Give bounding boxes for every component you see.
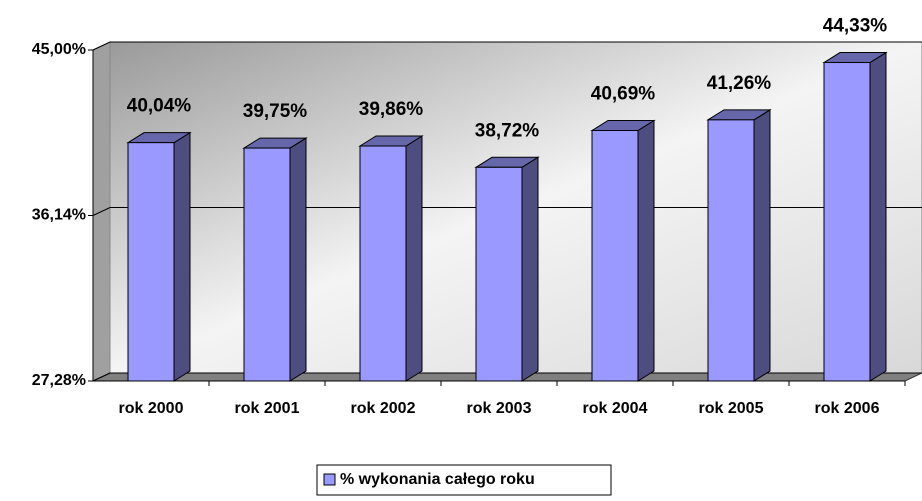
bar	[823, 62, 871, 382]
value-label: 39,86%	[359, 99, 424, 120]
x-tick-label: rok 2001	[235, 400, 300, 417]
bar-side	[289, 137, 307, 382]
value-label: 40,04%	[127, 96, 192, 117]
grid-line	[92, 41, 922, 51]
y-tick-label: 27,28%	[32, 372, 86, 389]
bar-side	[173, 131, 191, 382]
bar	[475, 166, 523, 382]
x-tick-label: rok 2004	[583, 400, 648, 417]
y-tick-label: 45,00%	[32, 41, 86, 58]
legend	[316, 464, 612, 496]
legend-label: % wykonania całego roku	[340, 471, 535, 488]
x-tick-label: rok 2000	[119, 400, 184, 417]
legend-swatch	[323, 473, 336, 486]
x-tick-label: rok 2003	[467, 400, 532, 417]
x-tick-label: rok 2006	[815, 400, 880, 417]
bar-side	[521, 156, 539, 382]
value-label: 41,26%	[707, 73, 772, 94]
value-label: 38,72%	[475, 120, 540, 141]
x-tick-label: rok 2002	[351, 400, 416, 417]
value-label: 39,75%	[243, 101, 308, 122]
bar-side	[637, 119, 655, 382]
bar	[127, 142, 175, 382]
bar-side	[869, 51, 887, 382]
plot-area: 27,28% 36,14% 45,00% 40,04% rok 2000 39,75% ro…	[32, 16, 922, 417]
x-tick-label: rok 2005	[699, 400, 764, 417]
bar	[243, 147, 291, 382]
y-tick-label: 36,14%	[32, 207, 86, 224]
bar	[359, 145, 407, 382]
value-label: 44,33%	[823, 16, 888, 37]
value-label: 40,69%	[591, 84, 656, 105]
bar	[591, 130, 639, 382]
bar-side	[405, 135, 423, 382]
bar-side	[753, 108, 771, 382]
bar	[707, 119, 755, 382]
